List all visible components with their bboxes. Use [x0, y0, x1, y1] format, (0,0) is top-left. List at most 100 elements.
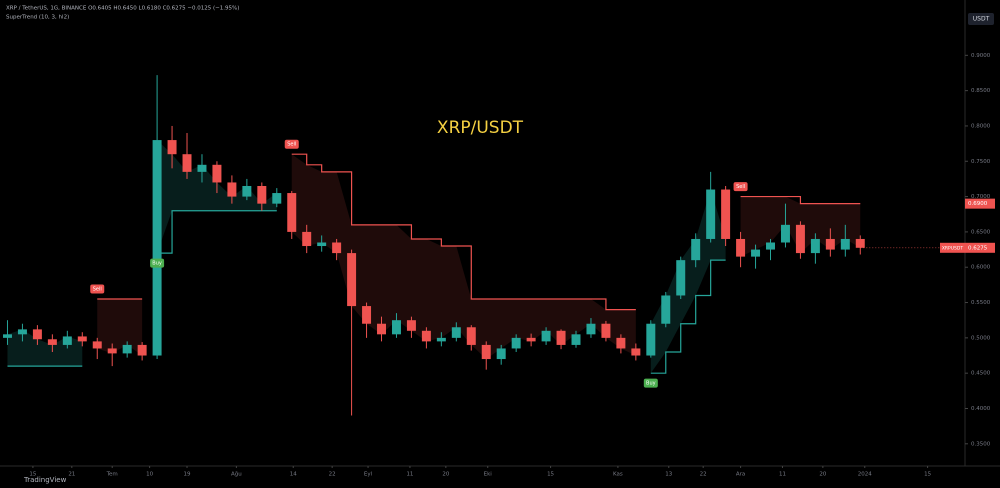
signal-box	[643, 378, 658, 388]
candle-body	[451, 327, 461, 338]
y-tick-label: 0.8500	[971, 88, 991, 94]
candle-body	[721, 189, 731, 239]
y-tick-label: 0.7500	[971, 159, 991, 165]
x-tick-label: 2024	[858, 472, 872, 478]
candle-body	[257, 185, 267, 204]
candle-body	[332, 242, 342, 254]
candle-body	[691, 238, 701, 261]
candle-body	[676, 260, 686, 296]
signal-box	[90, 284, 105, 294]
candle-body	[571, 334, 581, 345]
signal-box	[284, 139, 299, 149]
x-tick-label: Eyl	[364, 472, 373, 478]
y-tick-label: 0.6000	[971, 265, 991, 271]
y-tick-label: 0.3500	[971, 441, 991, 447]
x-tick-label: Eki	[484, 472, 493, 478]
x-tick-label: 11	[406, 472, 413, 478]
candle-body	[601, 323, 611, 338]
y-tick-label: 0.6500	[971, 229, 991, 235]
supertrend-line	[157, 210, 277, 254]
candle-body	[32, 329, 42, 340]
candle-body	[855, 238, 865, 248]
candle-body	[227, 182, 237, 197]
candle-body	[751, 249, 761, 257]
y-tick-label: 0.4500	[971, 371, 991, 377]
candle-body	[526, 337, 536, 342]
supertrend-value-label: 0.6900	[968, 201, 988, 207]
candle-body	[197, 164, 207, 172]
candle-body	[287, 193, 297, 232]
candle-body	[17, 329, 27, 335]
chart-title: XRP/USDT	[437, 118, 524, 138]
supertrend-line	[291, 153, 636, 311]
y-tick-label: 0.7000	[971, 194, 991, 200]
symbol-tag	[940, 242, 965, 253]
x-tick-label: 13	[665, 472, 672, 478]
supertrend-line	[740, 195, 861, 205]
y-tick-label: 0.5000	[971, 335, 991, 341]
candle-body	[92, 341, 102, 349]
candle-body	[421, 330, 431, 342]
candle-body	[362, 306, 372, 324]
x-tick-label: 10	[146, 472, 153, 478]
candle-body	[736, 238, 746, 257]
supertrend-fill	[291, 154, 636, 360]
candle-body	[137, 344, 147, 356]
candle-body	[840, 238, 850, 250]
candle-body	[556, 330, 566, 345]
candle-body	[377, 323, 386, 335]
supertrend-fill	[7, 329, 83, 367]
supertrend-fill	[157, 140, 277, 254]
candle-body	[481, 344, 491, 360]
x-tick-label: 20	[819, 472, 826, 478]
candle-body	[167, 140, 177, 155]
candle-body	[317, 242, 327, 247]
x-tick-label: Ara	[736, 472, 745, 478]
signal-box	[150, 258, 165, 268]
candle-body	[496, 348, 506, 360]
candle-body	[47, 339, 57, 345]
x-tick-label: 15	[547, 472, 554, 478]
candle-body	[586, 323, 596, 335]
symbol-label: XRPUSDT	[942, 245, 964, 251]
x-tick-label: 21	[68, 472, 75, 478]
supertrend-line	[650, 259, 726, 374]
candle-body	[107, 348, 117, 354]
candle-body	[212, 164, 222, 183]
signal-label: Sell	[93, 287, 102, 293]
candle-body	[706, 189, 716, 239]
candle-body	[182, 154, 192, 172]
x-tick-label: 22	[329, 472, 336, 478]
last-price-tag	[965, 242, 995, 253]
candle-body	[466, 327, 476, 345]
candle-body	[795, 224, 805, 254]
candle-body	[391, 320, 401, 335]
signal-label: Buy	[152, 261, 162, 267]
candle-body	[347, 253, 357, 307]
y-tick-label: 0.8000	[971, 123, 991, 129]
candle-body	[616, 337, 626, 349]
signal-label: Buy	[646, 381, 656, 387]
unit-box	[968, 13, 994, 25]
candle-body	[77, 336, 87, 342]
x-tick-label: Ağu	[231, 471, 242, 478]
y-tick-label: 0.4000	[971, 406, 991, 412]
x-tick-label: 11	[779, 472, 786, 478]
x-tick-label: 19	[184, 472, 191, 478]
candle-body	[122, 344, 132, 354]
candle-body	[406, 320, 416, 331]
supertrend-tag	[965, 198, 995, 209]
candle-body	[272, 193, 282, 204]
x-tick-label: 14	[290, 472, 297, 478]
y-tick-label: 0.9000	[971, 53, 991, 59]
candle-body	[541, 330, 551, 342]
candle-body	[242, 185, 252, 197]
x-tick-label: 22	[700, 472, 707, 478]
candle-body	[825, 238, 835, 250]
indicator-label: SuperTrend (10, 3, hl2)	[6, 15, 69, 21]
x-tick-label: Kas	[613, 472, 623, 478]
signal-label: Sell	[287, 142, 296, 148]
candle-body	[810, 238, 820, 254]
x-tick-label: 15	[924, 472, 931, 478]
